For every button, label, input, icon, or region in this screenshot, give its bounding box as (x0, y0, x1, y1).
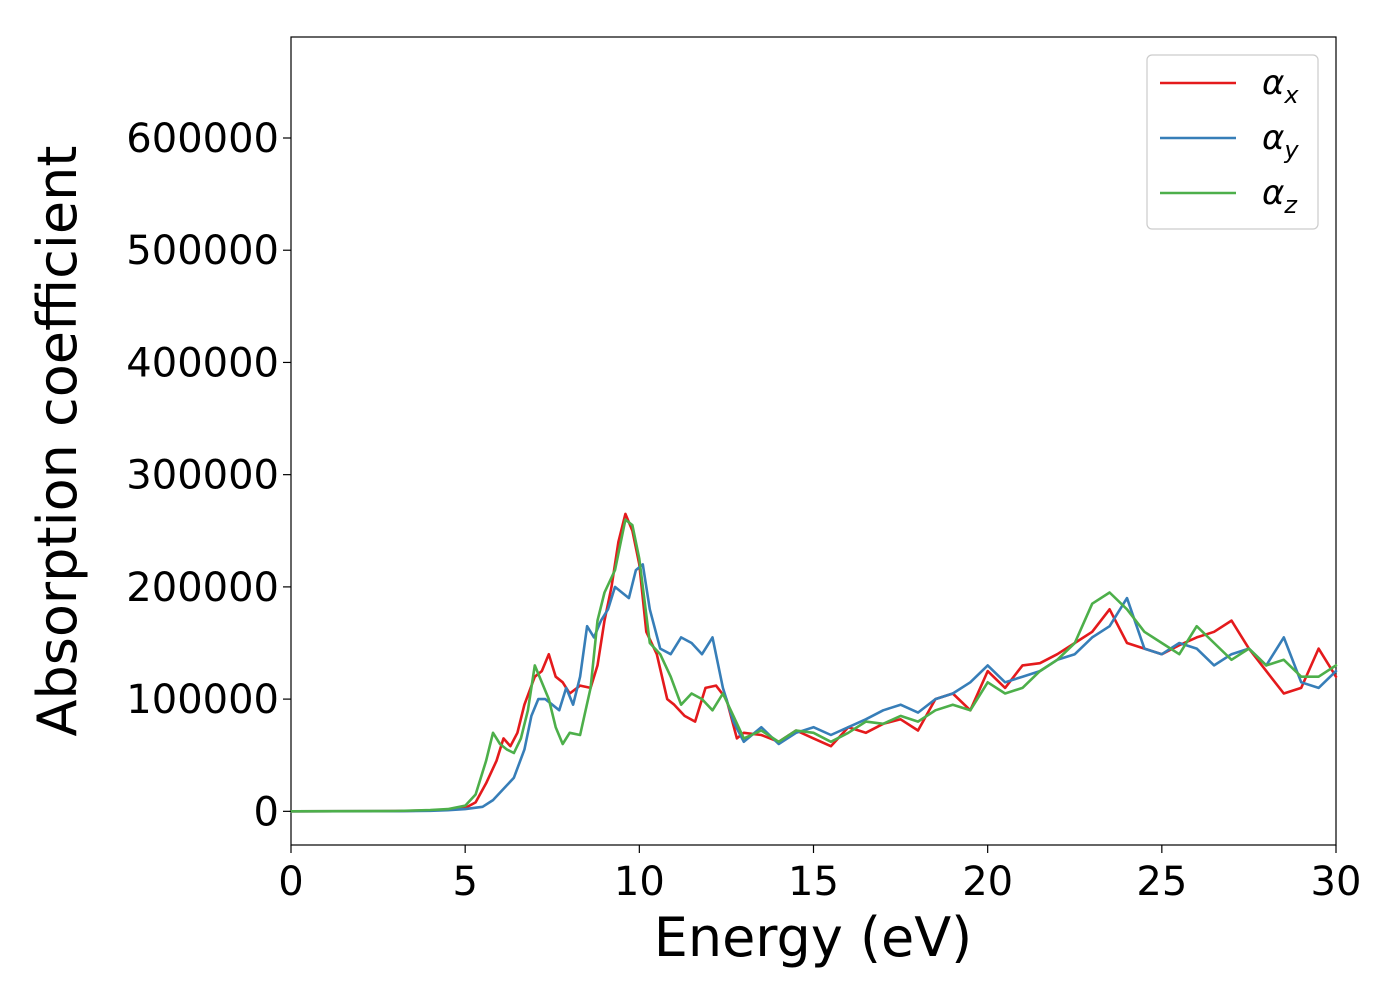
legend: αx αy αz (1146, 54, 1319, 230)
legend-label-z: αz (1262, 173, 1298, 219)
y-tick-label: 0 (254, 789, 279, 835)
y-tick-label: 500000 (126, 228, 279, 274)
x-axis: 0 5 10 15 20 25 30 (278, 845, 1361, 905)
y-tick-label: 300000 (126, 453, 279, 499)
series-layer (289, 512, 1338, 813)
y-tick-label: 600000 (126, 116, 279, 162)
x-tick-label: 5 (452, 859, 477, 905)
series-line-z (289, 518, 1338, 813)
x-tick-label: 0 (278, 859, 303, 905)
x-tick-label: 20 (962, 859, 1013, 905)
x-tick-label: 15 (788, 859, 839, 905)
x-axis-title: Energy (eV) (654, 906, 973, 969)
legend-label-y: αy (1262, 118, 1299, 164)
x-tick-label: 25 (1136, 859, 1187, 905)
y-axis: 0 100000 200000 300000 400000 500000 600000 (126, 116, 291, 835)
y-tick-label: 100000 (126, 677, 279, 723)
x-tick-label: 30 (1311, 859, 1362, 905)
y-axis-title: Absorption coefficient (26, 146, 89, 737)
legend-box (1146, 54, 1319, 230)
y-tick-label: 400000 (126, 340, 279, 386)
x-tick-label: 10 (614, 859, 665, 905)
legend-label-x: αx (1262, 63, 1299, 109)
y-tick-label: 200000 (126, 565, 279, 611)
